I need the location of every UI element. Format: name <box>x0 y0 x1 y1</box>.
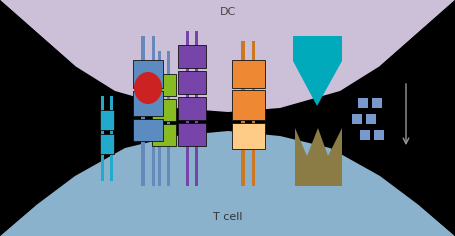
Bar <box>100 110 114 130</box>
Polygon shape <box>293 36 342 106</box>
Bar <box>232 123 264 149</box>
Bar <box>152 74 176 96</box>
Bar <box>372 98 382 108</box>
Bar <box>152 36 155 186</box>
Bar <box>352 114 362 124</box>
Text: T cell: T cell <box>213 212 243 222</box>
Bar <box>178 97 206 120</box>
Bar <box>110 96 113 181</box>
Bar <box>232 90 264 120</box>
Bar <box>101 96 104 181</box>
Bar <box>178 45 206 68</box>
Bar <box>366 114 376 124</box>
Polygon shape <box>380 0 455 236</box>
Bar <box>152 124 176 146</box>
Bar <box>133 119 163 141</box>
Bar <box>100 134 114 154</box>
Bar <box>195 31 198 186</box>
Polygon shape <box>0 131 455 236</box>
Bar <box>178 71 206 94</box>
Bar <box>133 91 163 116</box>
Bar <box>186 31 189 186</box>
Bar <box>241 41 244 186</box>
Bar <box>358 98 368 108</box>
Polygon shape <box>295 128 342 186</box>
Bar <box>167 51 170 186</box>
Bar <box>374 130 384 140</box>
Bar <box>252 41 255 186</box>
Bar <box>360 130 370 140</box>
Bar <box>178 123 206 146</box>
Polygon shape <box>0 0 455 112</box>
Bar <box>133 60 163 88</box>
Bar <box>232 60 264 88</box>
Bar <box>158 51 161 186</box>
Ellipse shape <box>134 72 162 104</box>
Polygon shape <box>0 0 75 236</box>
Text: DC: DC <box>220 7 236 17</box>
Bar <box>141 36 145 186</box>
Bar <box>152 99 176 121</box>
